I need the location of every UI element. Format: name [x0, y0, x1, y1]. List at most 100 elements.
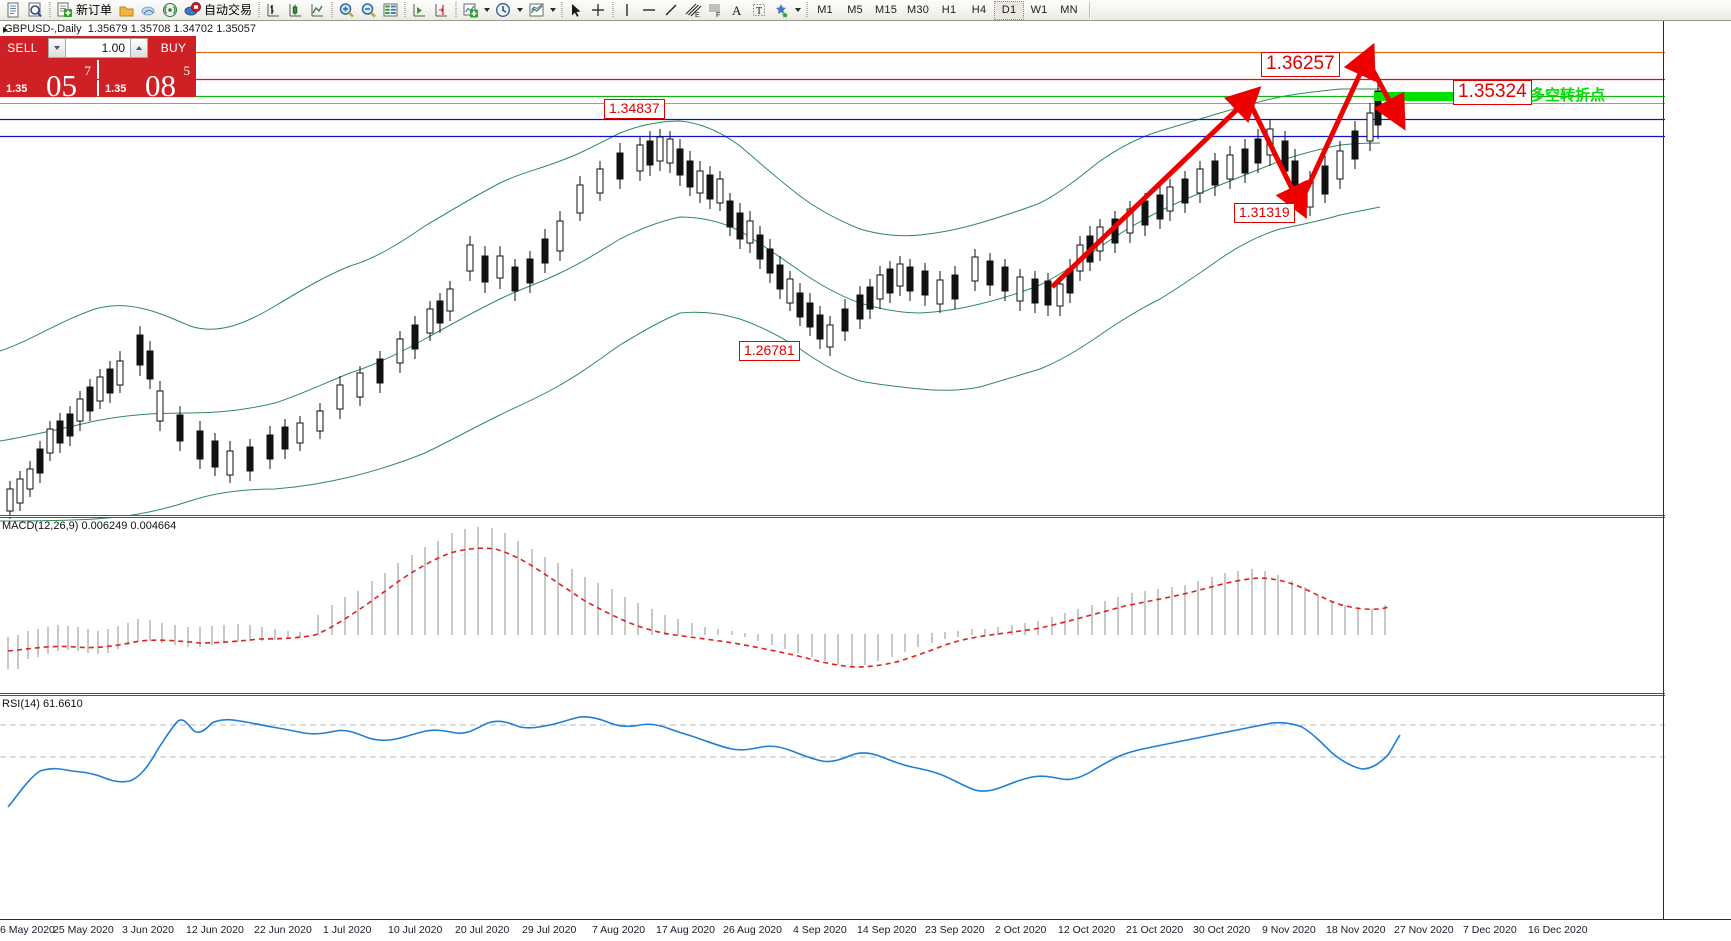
text-icon[interactable]: A [726, 0, 748, 20]
macd-plot[interactable] [0, 519, 1665, 687]
highlight-bar-resistance [1374, 92, 1520, 101]
volume-increase-button[interactable] [130, 38, 148, 58]
date-label: 22 Jun 2020 [254, 924, 312, 936]
rsi-line [7, 716, 1401, 808]
timeframe-w1[interactable]: W1 [1030, 4, 1048, 16]
line-chart-icon[interactable] [306, 0, 328, 20]
equidistant-channel-icon[interactable]: E [682, 0, 704, 20]
fibonacci-icon[interactable]: F [704, 0, 726, 20]
timeframe-h1[interactable]: H1 [941, 4, 957, 16]
indicators-dropdown-arrow-icon[interactable] [481, 0, 492, 20]
timeframe-h4[interactable]: H4 [971, 4, 987, 16]
indicators-icon[interactable] [459, 0, 481, 20]
svg-text:F: F [716, 12, 720, 18]
svg-text:E: E [695, 12, 700, 18]
date-label: 26 Aug 2020 [723, 924, 782, 936]
date-label: 10 Jul 2020 [388, 924, 443, 936]
trade-panel-top-row: SELL 1.00 BUY [0, 36, 196, 60]
periods-icon[interactable] [492, 0, 514, 20]
new-order-label[interactable]: 新订单 [76, 3, 113, 17]
one-click-trading-panel[interactable]: SELL 1.00 BUY 1.35 05 7 1.35 08 5 [0, 36, 196, 97]
sell-price-display[interactable]: 1.35 05 7 [0, 60, 97, 97]
chart-shift-icon[interactable] [430, 0, 452, 20]
timeframe-m1[interactable]: M1 [817, 4, 833, 16]
date-label: 21 Oct 2020 [1126, 924, 1184, 936]
volume-decrease-button[interactable] [48, 38, 66, 58]
templates-dropdown-arrow-icon[interactable] [547, 0, 558, 20]
buy-price-display[interactable]: 1.35 08 5 [99, 60, 196, 97]
toolbar-separator [609, 1, 616, 19]
sell-price-main: 05 [46, 68, 77, 97]
crosshair-icon[interactable] [587, 0, 609, 20]
shapes-icon[interactable] [770, 0, 792, 20]
buy-button[interactable]: BUY [151, 36, 196, 60]
zoom-out-icon[interactable] [357, 0, 379, 20]
pane-separator-macd[interactable] [0, 515, 1731, 518]
cloud-icon[interactable] [137, 0, 159, 20]
annotation-turning-point[interactable]: 多空转折点 [1530, 87, 1606, 104]
autotrading-icon[interactable] [181, 0, 203, 20]
pane-separator-rsi[interactable] [0, 693, 1731, 696]
vertical-line-icon[interactable] [616, 0, 638, 20]
auto-scroll-icon[interactable] [408, 0, 430, 20]
trendline-icon[interactable] [660, 0, 682, 20]
bar-chart-icon[interactable] [262, 0, 284, 20]
trend-arrows [1050, 42, 1406, 289]
document-icon[interactable] [2, 0, 24, 20]
volume-input[interactable]: 1.00 [66, 38, 130, 58]
date-label: 6 May 2020 [0, 924, 55, 936]
timeframe-d1[interactable]: D1 [994, 0, 1025, 20]
date-label: 12 Jun 2020 [186, 924, 244, 936]
periods-dropdown-arrow-icon[interactable] [514, 0, 525, 20]
zoom-in-icon[interactable] [335, 0, 357, 20]
volume-stepper[interactable]: 1.00 [45, 36, 151, 60]
chart-symbol-quote: GBPUSD-,Daily 1.35679 1.35708 1.34702 1.… [4, 23, 256, 35]
date-label: 7 Aug 2020 [592, 924, 646, 936]
data-window-icon[interactable] [379, 0, 401, 20]
cursor-icon[interactable] [565, 0, 587, 20]
annotation-135324[interactable]: 1.35324 [1453, 80, 1532, 105]
date-label: 17 Aug 2020 [656, 924, 715, 936]
annotation-131319[interactable]: 1.31319 [1234, 203, 1295, 223]
date-label: 9 Nov 2020 [1262, 924, 1316, 936]
sell-button[interactable]: SELL [0, 36, 45, 60]
zoom-search-icon[interactable] [24, 0, 46, 20]
templates-icon[interactable] [525, 0, 547, 20]
rsi-label: RSI(14) 61.6610 [2, 698, 83, 710]
annotation-136257[interactable]: 1.36257 [1261, 52, 1340, 77]
rsi-plot[interactable] [0, 697, 1665, 919]
timeframe-m15[interactable]: M15 [875, 4, 898, 16]
buy-price-prefix: 1.35 [105, 83, 127, 95]
timeframe-m30[interactable]: M30 [907, 4, 930, 16]
folder-icon[interactable] [115, 0, 137, 20]
date-label: 20 Jul 2020 [455, 924, 510, 936]
new-order-icon[interactable] [53, 0, 75, 20]
main-toolbar: 新订单 自动交易 [0, 0, 1731, 21]
price-scale-axis [1663, 21, 1664, 919]
toolbar-separator [255, 1, 262, 19]
horizontal-line-icon[interactable] [638, 0, 660, 20]
chart-symbol-label: GBPUSD-,Daily [4, 23, 82, 35]
price-scale[interactable]: 1.36257 1.35745 1.35324 1.35057 1.34421 … [1665, 21, 1731, 941]
autotrading-label[interactable]: 自动交易 [204, 3, 253, 17]
chart-window[interactable]: GBPUSD-,Daily 1.35679 1.35708 1.34702 1.… [0, 21, 1731, 941]
date-scale[interactable]: 6 May 2020 25 May 2020 3 Jun 2020 12 Jun… [0, 919, 1731, 941]
date-label: 2 Oct 2020 [995, 924, 1047, 936]
price-plot[interactable] [0, 21, 1665, 919]
svg-text:A: A [732, 3, 742, 18]
buy-price-main: 08 [145, 68, 176, 97]
date-label: 23 Sep 2020 [925, 924, 985, 936]
date-label: 27 Nov 2020 [1394, 924, 1454, 936]
annotation-126781[interactable]: 1.26781 [739, 341, 800, 361]
toolbar-separator [803, 1, 810, 19]
shapes-dropdown-arrow-icon[interactable] [792, 0, 803, 20]
date-label: 1 Jul 2020 [323, 924, 372, 936]
chart-symbol-marker-icon [3, 27, 8, 33]
candlestick-chart-icon[interactable] [284, 0, 306, 20]
toolbar-separator [1089, 1, 1092, 19]
timeframe-mn[interactable]: MN [1060, 4, 1078, 16]
timeframe-m5[interactable]: M5 [847, 4, 863, 16]
signal-icon[interactable] [159, 0, 181, 20]
text-label-icon[interactable]: T [748, 0, 770, 20]
annotation-134837[interactable]: 1.34837 [604, 99, 665, 119]
